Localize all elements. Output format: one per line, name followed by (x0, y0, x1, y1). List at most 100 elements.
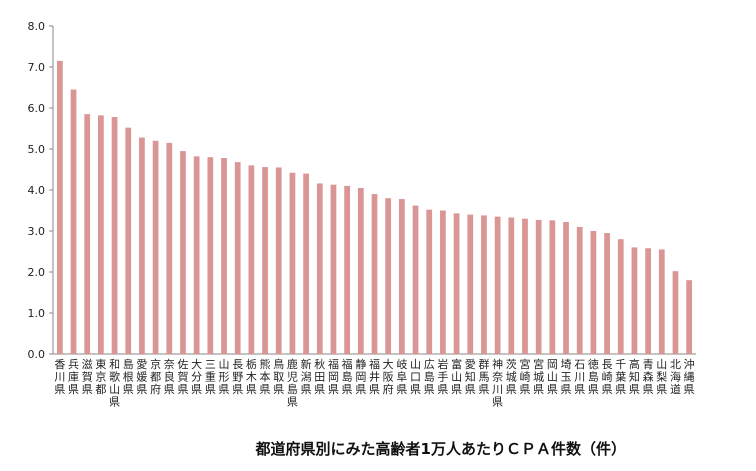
category-label: 和歌山県 (109, 358, 120, 409)
bar (590, 231, 597, 354)
bar (330, 184, 337, 354)
category-label: 千葉県 (615, 358, 626, 396)
category-label: 山梨県 (656, 358, 667, 396)
bar (426, 209, 433, 354)
bar (385, 198, 392, 354)
category-label: 島根県 (123, 357, 134, 396)
category-label: 宮崎県 (519, 357, 530, 396)
category-label: 滋賀県 (82, 358, 93, 396)
category-label: 埼玉県 (561, 357, 572, 396)
category-label: 群馬県 (478, 357, 489, 396)
bar (207, 157, 214, 354)
bar (604, 233, 610, 354)
bar (193, 156, 200, 354)
y-tick-label: 3.0 (28, 225, 46, 238)
category-label: 京都府 (150, 357, 161, 396)
category-label: 茨城県 (506, 357, 517, 396)
category-label: 北海道 (670, 358, 681, 396)
category-label: 山口県 (410, 358, 421, 396)
bar (563, 221, 569, 354)
y-tick-label: 0.0 (28, 348, 46, 361)
bar (617, 239, 624, 354)
category-label: 大分県 (191, 357, 202, 396)
bar (111, 117, 118, 355)
bar (481, 215, 487, 354)
bar (289, 172, 296, 354)
bar (535, 219, 542, 354)
y-tick-label: 8.0 (28, 20, 46, 33)
bar (56, 60, 63, 354)
category-label: 佐賀県 (177, 357, 188, 396)
y-tick-label: 4.0 (28, 184, 46, 197)
bar (672, 271, 679, 354)
category-label: 熊本県 (260, 357, 271, 396)
category-label: 三重県 (205, 358, 216, 396)
bar (371, 194, 378, 354)
bar (453, 213, 460, 354)
bar (645, 248, 651, 354)
bar (234, 162, 241, 354)
bar (98, 115, 104, 354)
bar (686, 280, 693, 354)
bar (508, 217, 515, 354)
y-tick-label: 7.0 (28, 61, 46, 74)
bar (412, 205, 419, 354)
bar (658, 249, 665, 354)
category-label: 宮城県 (533, 357, 544, 396)
bar (275, 167, 282, 354)
category-label: 新潟県 (301, 357, 312, 396)
category-label: 高知県 (629, 357, 640, 396)
y-tick-label: 6.0 (28, 102, 46, 115)
y-tick-label: 5.0 (28, 143, 46, 156)
bar-series (56, 60, 693, 355)
bar (440, 210, 446, 354)
y-tick-label: 1.0 (28, 307, 46, 320)
category-label: 愛媛県 (136, 358, 147, 396)
bar (166, 142, 173, 354)
category-label: 東京都 (95, 358, 106, 396)
category-label: 香川県 (54, 358, 65, 396)
category-label: 徳島県 (588, 358, 599, 396)
bar (248, 165, 255, 354)
bar (152, 140, 159, 354)
category-label: 栃木県 (246, 357, 257, 396)
category-label: 静岡県 (355, 357, 366, 396)
category-label: 沖縄県 (684, 358, 695, 396)
category-label: 長崎県 (602, 358, 613, 396)
category-label: 奈良県 (164, 357, 175, 396)
bar (522, 218, 528, 354)
category-label: 岩手県 (437, 357, 448, 396)
bar (125, 127, 132, 355)
category-label: 鹿児島県 (287, 357, 298, 409)
bar (357, 187, 364, 354)
bar (467, 214, 474, 354)
category-label: 富山県 (451, 357, 462, 396)
category-label: 青森県 (643, 358, 654, 396)
bar (180, 151, 186, 354)
category-label: 岡山県 (547, 358, 558, 396)
bar (549, 220, 556, 354)
bar (398, 199, 405, 354)
bar (262, 167, 268, 354)
category-label: 鳥取県 (273, 357, 284, 396)
y-tick-label: 2.0 (28, 266, 46, 279)
category-label: 福岡県 (328, 357, 339, 396)
bar (316, 183, 323, 354)
category-label: 岐阜県 (396, 358, 407, 396)
category-label: 石川県 (574, 358, 585, 396)
bar (84, 114, 91, 355)
chart-title: 都道府県別にみた高齢者1万人あたりＣＰＡ件数（件） (255, 440, 626, 458)
y-axis: 0.0 1.0 2.0 3.0 4.0 5.0 6.0 7.0 8.0 (28, 20, 54, 361)
bar (344, 185, 351, 354)
bar (631, 247, 638, 354)
bar (303, 173, 309, 354)
category-label: 長野県 (232, 358, 243, 396)
category-label: 愛知県 (465, 358, 476, 396)
bar (139, 137, 145, 354)
category-label: 山形県 (219, 358, 230, 396)
bar (221, 158, 227, 354)
bar (70, 89, 77, 355)
category-label: 福島県 (342, 357, 353, 396)
category-label: 兵庫県 (68, 358, 79, 396)
